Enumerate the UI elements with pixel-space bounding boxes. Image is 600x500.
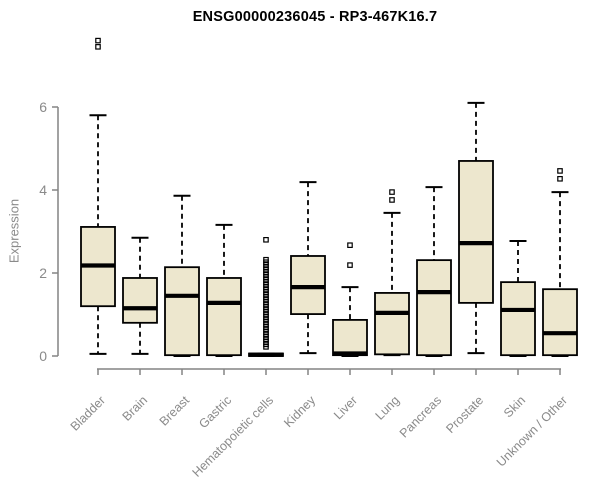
iqr-box: [332, 318, 368, 357]
boxplot-pancreas: [416, 186, 452, 357]
outlier-point: [389, 197, 395, 203]
x-tick-label-brain: Brain: [120, 393, 151, 424]
boxplot-skin: [500, 240, 536, 357]
x-tick-label-lung: Lung: [373, 393, 403, 423]
boxplot-unknown-other: [542, 168, 578, 357]
boxplot-lung: [374, 189, 410, 357]
outlier-point: [557, 168, 563, 174]
x-tick-label-kidney: Kidney: [281, 393, 318, 430]
x-tick-label-unknown-other: Unknown / Other: [494, 393, 570, 469]
boxplot-liver: [332, 242, 368, 357]
chart-title: ENSG00000236045 - RP3-467K16.7: [192, 9, 438, 25]
outlier-point: [557, 175, 563, 182]
y-axis: 0 2 4 6: [39, 99, 59, 364]
x-tick-label-skin: Skin: [501, 393, 528, 420]
x-tick-label-hematopoietic-cells: Hematopoietic cells: [190, 393, 277, 480]
outlier-point: [389, 189, 395, 195]
iqr-box: [164, 266, 200, 357]
boxplot-gastric: [206, 223, 242, 357]
boxplot-kidney: [290, 181, 326, 355]
y-tick-label: 6: [39, 99, 47, 115]
boxplot-prostate: [458, 101, 494, 355]
y-tick-label: 2: [39, 265, 47, 281]
boxplot-breast: [164, 194, 200, 357]
outlier-point: [95, 44, 101, 50]
x-tick-label-liver: Liver: [331, 393, 360, 422]
boxplot-hematopoietic-cells: [248, 237, 284, 357]
y-tick-label: 4: [39, 182, 47, 198]
x-tick-label-breast: Breast: [157, 393, 193, 429]
boxplot-brain: [122, 236, 158, 355]
iqr-box: [458, 160, 494, 304]
outlier-point: [347, 262, 353, 268]
x-tick-label-prostate: Prostate: [443, 393, 486, 436]
iqr-box: [500, 281, 536, 357]
outlier-point: [95, 37, 101, 44]
x-tick-label-pancreas: Pancreas: [397, 393, 444, 440]
x-tick-label-gastric: Gastric: [196, 393, 234, 431]
iqr-box: [374, 292, 410, 356]
outlier-point: [347, 242, 353, 248]
outlier-point: [263, 344, 269, 350]
iqr-box: [122, 277, 158, 324]
iqr-box: [416, 259, 452, 357]
outlier-point: [263, 237, 269, 243]
x-tick-label-bladder: Bladder: [68, 393, 108, 433]
y-tick-label: 0: [39, 348, 47, 364]
iqr-box: [206, 277, 242, 357]
iqr-box: [542, 288, 578, 357]
boxplot-bladder: [80, 37, 116, 355]
